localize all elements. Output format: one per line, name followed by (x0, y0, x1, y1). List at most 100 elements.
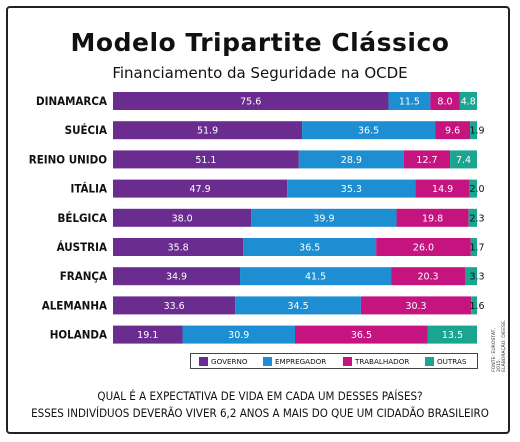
data-label-italia-outras: 2.0 (469, 184, 484, 195)
bar-segment-alemanha-trabalhador (360, 296, 472, 315)
category-label-alemanha: ALEMANHA (42, 298, 107, 312)
data-label-suecia-empregador: 36.5 (358, 126, 379, 137)
footer-question-line1: QUAL É A EXPECTATIVA DE VIDA EM CADA UM … (97, 389, 423, 403)
data-label-alemanha-trabalhador: 30.3 (405, 301, 426, 312)
bar-segment-dinamarca-outras (459, 92, 477, 110)
legend-item-governo: GOVERNO (199, 357, 248, 366)
legend-swatch-empregador (263, 357, 272, 366)
bar-segment-austria-trabalhador (376, 238, 471, 256)
category-label-belgica: BÉLGICA (58, 210, 107, 225)
legend-item-trabalhador: TRABALHADOR (343, 357, 409, 366)
bar-segment-franca-outras (464, 267, 477, 286)
data-label-suecia-trabalhador: 9.6 (445, 126, 460, 137)
data-label-franca-empregador: 41.5 (305, 272, 326, 283)
bar-segment-suecia-governo (113, 121, 303, 140)
data-label-reino-unido-empregador: 28.9 (341, 155, 362, 166)
bar-segment-holanda-governo (113, 325, 183, 344)
data-label-dinamarca-trabalhador: 8.0 (437, 97, 452, 108)
data-label-italia-trabalhador: 14.9 (432, 184, 453, 195)
legend-label-governo: GOVERNO (211, 357, 248, 366)
category-label-holanda: HOLANDA (50, 328, 107, 342)
data-label-dinamarca-governo: 75.6 (240, 97, 261, 108)
legend-swatch-trabalhador (343, 357, 352, 366)
data-label-reino-unido-outras: 7.4 (456, 155, 471, 166)
bar-segment-belgica-outras (468, 208, 477, 227)
bar-segment-belgica-governo (113, 208, 252, 227)
legend-item-empregador: EMPREGADOR (263, 357, 326, 366)
bar-segment-reino-unido-governo (113, 150, 299, 169)
data-label-holanda-governo: 19.1 (137, 330, 158, 341)
bar-segment-dinamarca-empregador (388, 92, 431, 110)
bar-segment-reino-unido-outras (450, 150, 477, 169)
bar-segment-holanda-outras (427, 325, 477, 344)
legend-item-outras: OUTRAS (425, 357, 467, 366)
data-label-franca-outras: 3.3 (469, 272, 484, 283)
data-label-alemanha-outras: 1.6 (469, 301, 484, 312)
footer-question-line2: ESSES INDIVÍDUOS DEVERÃO VIVER 6,2 ANOS … (31, 406, 489, 420)
source-line2: ELABORAÇÃO: DIEESE. (502, 319, 507, 372)
data-label-austria-trabalhador: 26.0 (413, 243, 434, 254)
bar-segment-italia-empregador (287, 179, 416, 198)
bar-segment-dinamarca-governo (113, 92, 389, 110)
source-line1: FONTE: EUROSTAT, 2015. (492, 328, 502, 372)
category-label-italia: ITÁLIA (71, 181, 107, 196)
data-label-belgica-trabalhador: 19.8 (422, 213, 443, 224)
bar-segment-franca-governo (113, 267, 241, 286)
source-note: FONTE: EUROSTAT, 2015. ELABORAÇÃO: DIEES… (492, 316, 507, 372)
category-label-austria: ÁUSTRIA (57, 239, 107, 254)
legend-label-outras: OUTRAS (437, 357, 467, 366)
bar-segment-suecia-outras (470, 121, 477, 140)
data-label-italia-governo: 47.9 (190, 184, 211, 195)
bar-segment-austria-empregador (243, 238, 377, 256)
bar-segment-reino-unido-empregador (298, 150, 404, 169)
category-label-suecia: SUÉCIA (65, 122, 107, 137)
bar-segment-italia-outras (469, 179, 477, 198)
bar-segment-austria-governo (113, 238, 244, 256)
bar-segment-alemanha-governo (113, 296, 236, 315)
category-label-franca: FRANÇA (60, 269, 107, 283)
data-label-franca-governo: 34.9 (166, 272, 187, 283)
bar-segment-belgica-trabalhador (396, 208, 469, 227)
legend-label-empregador: EMPREGADOR (275, 357, 327, 366)
bar-segment-alemanha-outras (471, 296, 477, 315)
bar-segment-italia-trabalhador (415, 179, 470, 198)
data-label-holanda-trabalhador: 36.5 (351, 330, 372, 341)
data-label-franca-trabalhador: 20.3 (417, 272, 438, 283)
footer-question: QUAL É A EXPECTATIVA DE VIDA EM CADA UM … (0, 388, 520, 422)
chart-legend: GOVERNO EMPREGADOR TRABALHADOR OUTRAS (190, 353, 478, 369)
data-label-dinamarca-empregador: 11.5 (399, 97, 420, 108)
data-label-reino-unido-governo: 51.1 (195, 155, 216, 166)
chart-title: Modelo Tripartite Clássico (70, 28, 450, 57)
data-label-belgica-governo: 38.0 (172, 213, 193, 224)
data-label-austria-outras: 1.7 (469, 243, 484, 254)
data-label-italia-empregador: 35.3 (341, 184, 362, 195)
bar-segment-suecia-trabalhador (435, 121, 471, 140)
legend-label-trabalhador: TRABALHADOR (355, 357, 410, 366)
bar-segment-reino-unido-trabalhador (403, 150, 451, 169)
bar-segment-franca-trabalhador (391, 267, 465, 286)
bar-segment-suecia-empregador (302, 121, 436, 140)
category-label-reino-unido: REINO UNIDO (29, 152, 107, 166)
legend-swatch-governo (199, 357, 208, 366)
data-label-alemanha-governo: 33.6 (164, 301, 185, 312)
legend-swatch-outras (425, 357, 434, 366)
data-label-holanda-empregador: 30.9 (228, 330, 249, 341)
data-label-holanda-outras: 13.5 (442, 330, 463, 341)
data-label-reino-unido-trabalhador: 12.7 (416, 155, 437, 166)
data-label-belgica-empregador: 39.9 (313, 213, 334, 224)
bar-segment-alemanha-empregador (235, 296, 361, 315)
data-label-dinamarca-outras: 4.8 (461, 97, 476, 108)
data-label-suecia-outras: 1.9 (469, 126, 484, 137)
data-label-austria-empregador: 36.5 (299, 243, 320, 254)
bar-segment-italia-governo (113, 179, 288, 198)
data-label-belgica-outras: 2.3 (469, 213, 484, 224)
category-label-dinamarca: DINAMARCA (36, 94, 107, 108)
bar-segment-holanda-trabalhador (295, 325, 428, 344)
bar-segment-dinamarca-trabalhador (430, 92, 460, 110)
data-label-austria-governo: 35.8 (168, 243, 189, 254)
bar-segment-belgica-empregador (251, 208, 397, 227)
bar-segment-franca-empregador (240, 267, 392, 286)
data-label-suecia-governo: 51.9 (197, 126, 218, 137)
chart-subtitle: Financiamento da Seguridade na OCDE (112, 64, 408, 82)
